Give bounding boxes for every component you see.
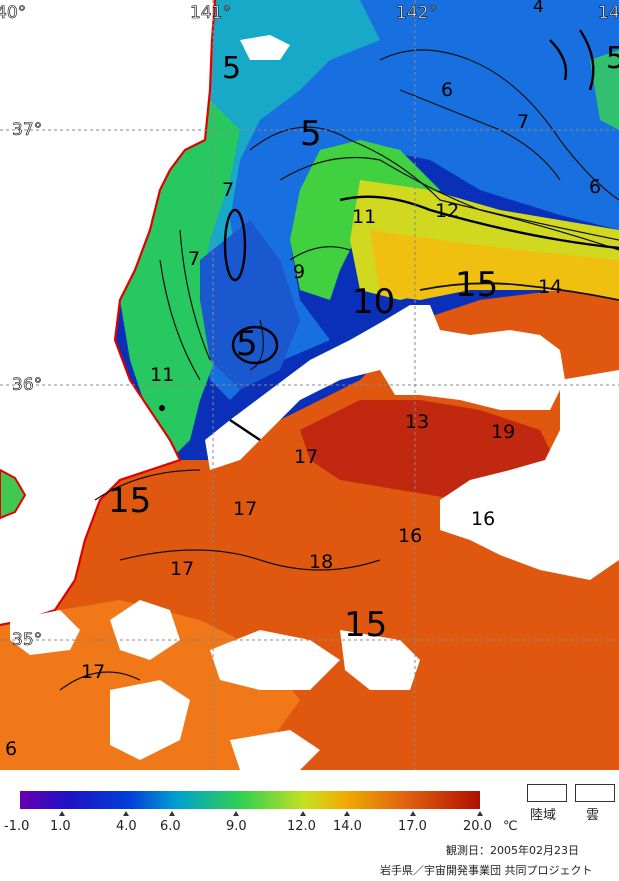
- lon-label-143: 14: [598, 3, 619, 23]
- cloud-north: [240, 35, 290, 60]
- contour-label: 9: [293, 261, 305, 283]
- contour-label: 11: [150, 364, 174, 386]
- cloud-south-6: [230, 730, 320, 770]
- coastline: [0, 0, 217, 627]
- contour-label: 15: [108, 481, 151, 521]
- color-scale-gradient: [20, 791, 480, 809]
- sea-yellow-band: [370, 230, 619, 300]
- lon-label-140: 40°: [0, 3, 26, 23]
- land-swatch: [527, 784, 567, 802]
- contour-label: 13: [405, 411, 429, 433]
- contour-label: 16: [398, 525, 422, 547]
- contour-label: 16: [471, 508, 495, 530]
- sea-deep-blue-eddy: [200, 220, 300, 390]
- sea-blue-region: [200, 0, 619, 400]
- contour-label: 7: [222, 179, 234, 201]
- contour-label: 4: [533, 0, 544, 17]
- contour-labels: 5 5 5 5 6 7 6 4 7 7 9 11 12 10 15 14 11 …: [5, 0, 619, 760]
- color-scale-bar: [20, 791, 483, 816]
- sea-surface-temperature-map: 40° 141° 142° 14 37° 36° 35° 5 5 5 5 6 7…: [0, 0, 619, 770]
- cloud-label: 雲: [586, 808, 600, 823]
- contour-label: 5: [300, 114, 322, 154]
- cloud-south-5: [10, 610, 80, 655]
- legend-area: -1.0 1.0 4.0 6.0 9.0 12.0 14.0 17.0 20.0…: [0, 770, 619, 881]
- scale-tick-label: 4.0: [116, 819, 137, 834]
- contour-label: 17: [170, 558, 194, 580]
- graticule: [0, 0, 619, 770]
- sea-teal-region: [200, 0, 380, 350]
- lon-label-141: 141°: [190, 3, 231, 23]
- contour-label: 6: [5, 738, 17, 760]
- scale-tick-label: 9.0: [226, 819, 247, 834]
- contour-label: 5: [236, 324, 258, 364]
- contour-label: 18: [309, 551, 333, 573]
- cloud-east: [440, 370, 619, 580]
- scale-tick-label: 12.0: [287, 819, 316, 834]
- lat-label-36: 36°: [12, 375, 42, 395]
- cloud-swatch: [575, 784, 615, 802]
- scale-tick-label: 1.0: [50, 819, 71, 834]
- contour-label: 17: [233, 498, 257, 520]
- scale-tick-label: 20.0: [463, 819, 492, 834]
- contour-label: 19: [491, 421, 515, 443]
- scale-tick-label: 14.0: [333, 819, 362, 834]
- cloud-south-2: [210, 630, 340, 690]
- isotherm-thick: [223, 29, 619, 441]
- contour-label: 11: [352, 206, 376, 228]
- contour-label: 10: [352, 282, 395, 322]
- sea-teal-blob-ne: [590, 50, 619, 130]
- contour-label: 7: [188, 248, 200, 270]
- lat-label-35: 35°: [12, 630, 42, 650]
- station-marker: [159, 405, 165, 411]
- contour-label: 6: [589, 176, 601, 198]
- color-scale-tick-marks: [59, 811, 483, 816]
- lon-label-142: 142°: [396, 3, 437, 23]
- contour-label: 17: [81, 661, 105, 683]
- contour-label: 7: [517, 111, 529, 133]
- contour-label: 14: [538, 276, 562, 298]
- project-credit: 岩手県／宇宙開発事業団 共同プロジェクト: [380, 864, 593, 877]
- scale-unit: ℃: [503, 819, 518, 834]
- cloud-south-3: [340, 630, 420, 690]
- scale-tick-label: -1.0: [4, 819, 30, 834]
- land-islet-west: [0, 468, 27, 520]
- cloud-band-central: [205, 305, 565, 470]
- scale-tick-label: 6.0: [160, 819, 181, 834]
- land-label: 陸域: [530, 808, 557, 823]
- cloud-south-1: [110, 600, 180, 660]
- cloud-south-4: [110, 680, 190, 760]
- scale-tick-label: 17.0: [398, 819, 427, 834]
- contour-label: 17: [294, 446, 318, 468]
- observation-date: 観測日：2005年02月23日: [446, 844, 579, 857]
- contour-label: 5: [606, 41, 619, 76]
- contour-label: 5: [222, 51, 241, 86]
- contour-label: 6: [441, 79, 453, 101]
- contour-label: 12: [435, 200, 459, 222]
- land-honshu: [0, 0, 215, 625]
- contour-label: 15: [344, 605, 387, 645]
- contour-label: 15: [455, 265, 498, 305]
- lat-label-37: 37°: [12, 120, 42, 140]
